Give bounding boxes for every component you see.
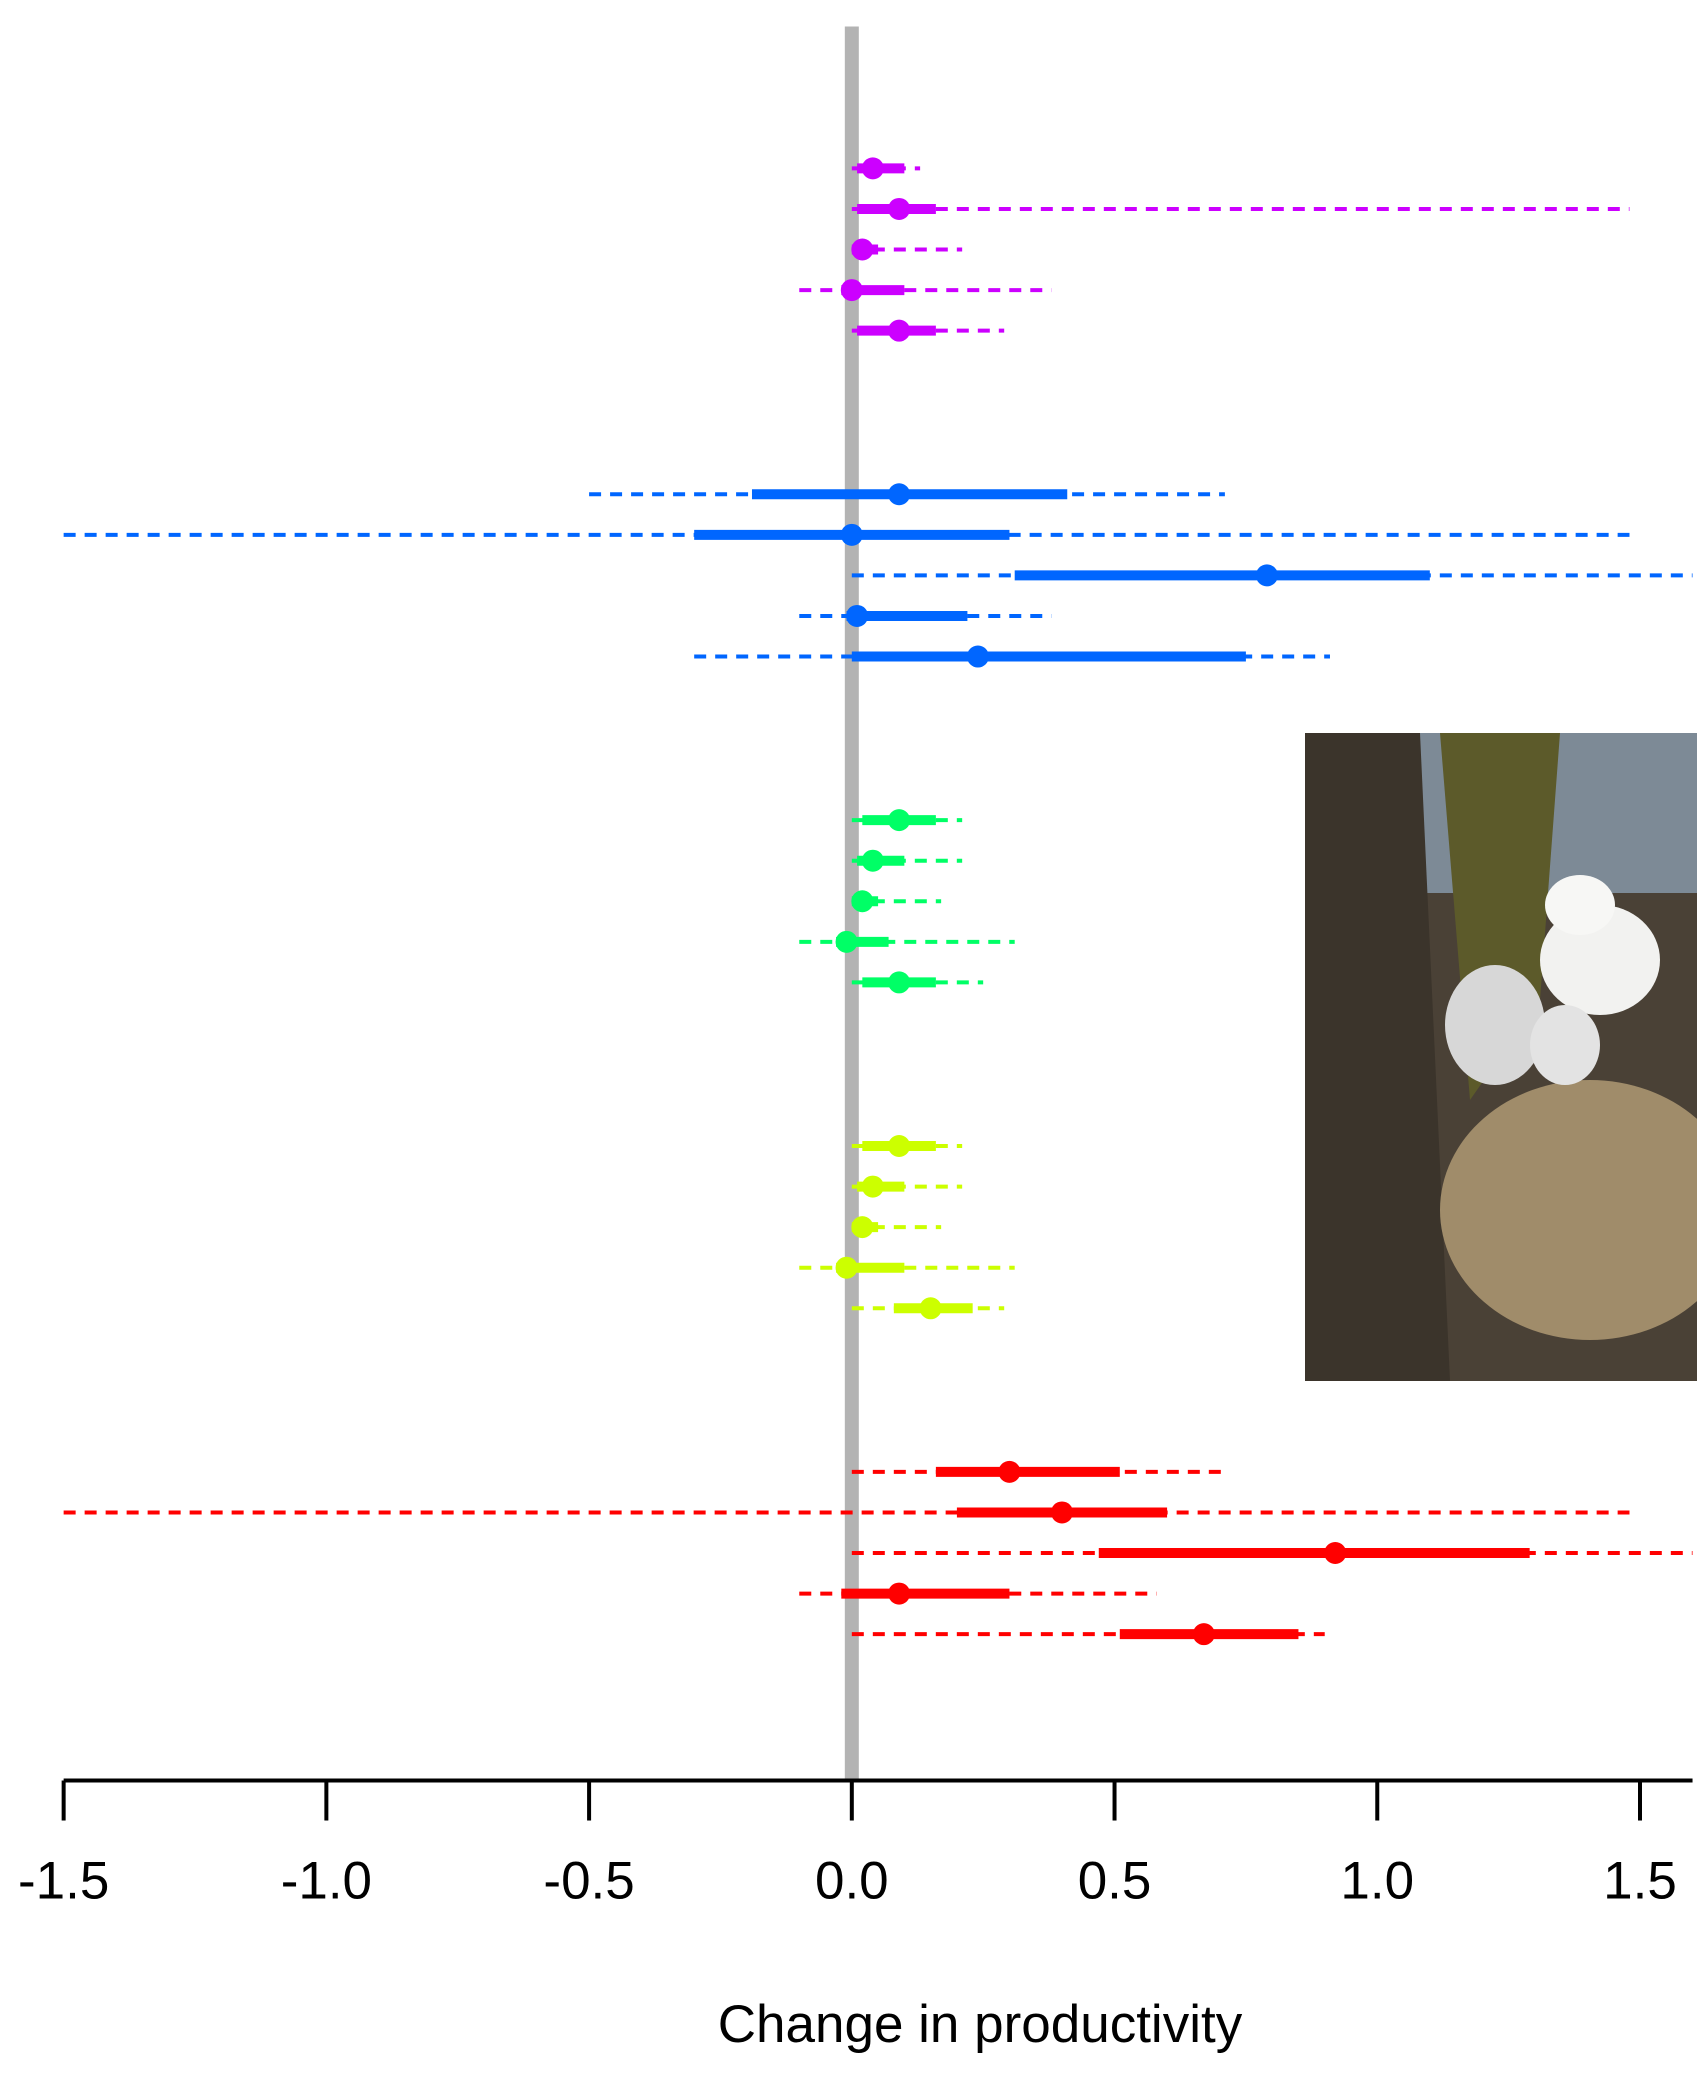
point-estimate: [967, 646, 989, 668]
point-estimate: [998, 1461, 1020, 1483]
point-estimate: [836, 931, 858, 953]
point-estimate: [841, 524, 863, 546]
point-estimate: [888, 320, 910, 342]
chart: Change in productivity -1.5 -1.0 -0.5 0.0 0.…: [0, 0, 1697, 2088]
x-tick-label: -0.5: [543, 1852, 634, 1911]
photo: [1305, 733, 1697, 1381]
point-estimate: [851, 890, 873, 912]
point-estimate: [851, 239, 873, 261]
point-estimate: [888, 1583, 910, 1605]
point-estimate: [888, 483, 910, 505]
x-tick-label: -1.0: [281, 1852, 372, 1911]
point-estimate: [888, 198, 910, 220]
point-estimate: [888, 971, 910, 993]
point-estimate: [862, 1176, 884, 1198]
point-estimate: [1193, 1623, 1215, 1645]
point-estimate: [920, 1297, 942, 1319]
x-tick-label: 0.0: [815, 1852, 889, 1911]
point-estimate: [851, 1216, 873, 1238]
point-estimate: [888, 1135, 910, 1157]
point-estimate: [846, 605, 868, 627]
point-estimate: [836, 1257, 858, 1279]
x-tick-label: -1.5: [18, 1852, 109, 1911]
x-tick-label: 1.5: [1603, 1852, 1677, 1911]
point-estimate: [1256, 564, 1278, 586]
x-tick-label: 1.0: [1340, 1852, 1414, 1911]
point-estimate: [1051, 1501, 1073, 1523]
x-axis-label: Change in productivity: [718, 1995, 1243, 2054]
point-estimate: [841, 279, 863, 301]
point-estimate: [888, 809, 910, 831]
x-tick-label: 0.5: [1078, 1852, 1152, 1911]
point-estimate: [862, 157, 884, 179]
point-estimate: [1324, 1542, 1346, 1564]
point-estimate: [862, 850, 884, 872]
page: {"chart_data": {"type": "forest", "x_lab…: [0, 0, 1697, 2088]
